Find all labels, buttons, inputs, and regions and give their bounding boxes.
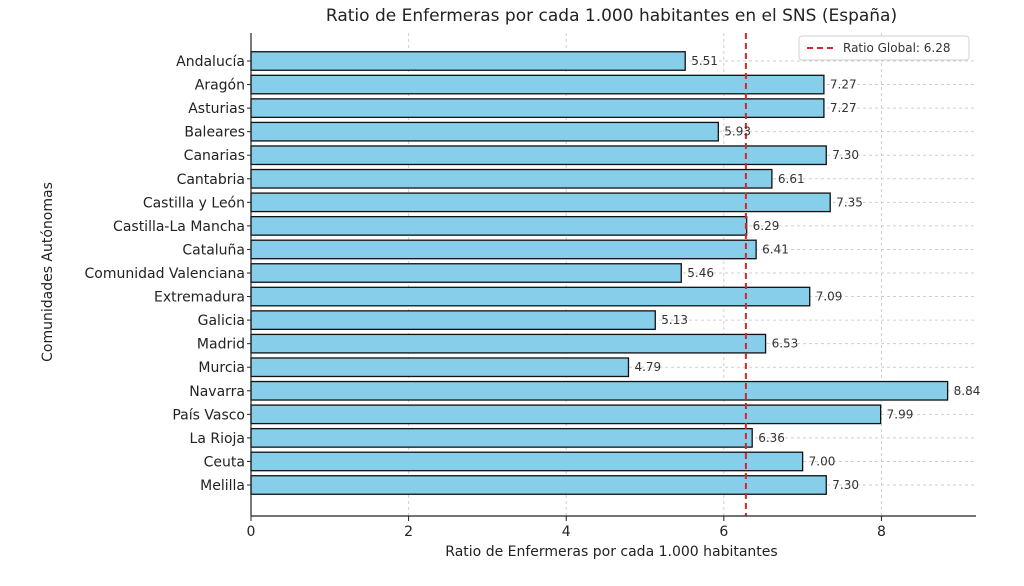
y-tick-label: Andalucía bbox=[176, 54, 245, 70]
y-tick-label: Baleares bbox=[184, 125, 245, 141]
data-label: 5.51 bbox=[691, 54, 718, 68]
data-label: 8.84 bbox=[954, 384, 981, 398]
y-tick-label: La Rioja bbox=[190, 431, 245, 447]
data-label: 7.09 bbox=[816, 290, 843, 304]
legend-box bbox=[798, 35, 970, 61]
bar bbox=[250, 451, 804, 472]
data-label: 5.46 bbox=[687, 266, 714, 280]
bar bbox=[250, 98, 825, 119]
bar bbox=[250, 51, 686, 71]
labels: 5.51 Andalucía 7.27 Aragón 7.27 Asturias 5.93 B… bbox=[40, 6, 980, 560]
data-label: 7.00 bbox=[809, 454, 836, 468]
data-label: 7.27 bbox=[830, 78, 857, 92]
data-label: 7.27 bbox=[830, 101, 857, 115]
bar bbox=[250, 215, 748, 236]
y-tick-label: Aragón bbox=[195, 78, 245, 94]
legend-label: Ratio Global: 6.28 bbox=[843, 41, 950, 55]
bar bbox=[250, 239, 757, 260]
legend: Ratio Global: 6.28 bbox=[798, 35, 970, 61]
data-label: 7.30 bbox=[832, 148, 859, 162]
data-label: 6.53 bbox=[772, 337, 799, 351]
y-axis-label: Comunidades Autónomas bbox=[40, 182, 56, 362]
data-label: 4.79 bbox=[634, 360, 661, 374]
y-tick-label: Madrid bbox=[197, 337, 245, 353]
data-label: 7.30 bbox=[832, 478, 859, 492]
bar bbox=[250, 263, 682, 283]
y-tick-label: Castilla-La Mancha bbox=[113, 219, 245, 235]
bar bbox=[250, 427, 753, 448]
bar bbox=[250, 380, 949, 401]
x-tick-label: 8 bbox=[877, 524, 886, 540]
bars bbox=[250, 51, 949, 495]
bar bbox=[250, 357, 630, 378]
bar bbox=[250, 74, 825, 95]
x-tick-label: 0 bbox=[247, 524, 256, 540]
bar bbox=[250, 192, 831, 213]
bar bbox=[250, 475, 827, 495]
y-tick-label: Comunidad Valenciana bbox=[85, 266, 245, 282]
bar bbox=[250, 310, 656, 331]
x-tick-label: 6 bbox=[719, 524, 728, 540]
y-tick-label: Galicia bbox=[198, 313, 245, 329]
y-tick-label: Melilla bbox=[200, 478, 245, 494]
data-label: 6.61 bbox=[778, 172, 805, 186]
data-label: 5.13 bbox=[661, 313, 688, 327]
y-tick-label: Navarra bbox=[189, 384, 245, 400]
y-tick-label: Murcia bbox=[198, 360, 245, 376]
bar bbox=[250, 404, 882, 425]
data-label: 6.29 bbox=[753, 219, 780, 233]
y-tick-label: Castilla y León bbox=[143, 195, 245, 211]
bar bbox=[250, 168, 773, 189]
x-tick-label: 2 bbox=[404, 524, 413, 540]
chart-title: Ratio de Enfermeras por cada 1.000 habit… bbox=[326, 6, 897, 26]
bar bbox=[250, 145, 827, 166]
data-label: 7.35 bbox=[836, 195, 863, 209]
axes bbox=[247, 33, 976, 521]
bar bbox=[250, 121, 719, 142]
y-tick-label: Canarias bbox=[184, 148, 245, 164]
y-tick-label: País Vasco bbox=[172, 407, 245, 423]
x-tick-label: 4 bbox=[562, 524, 571, 540]
y-tick-label: Cantabria bbox=[177, 172, 245, 188]
data-label: 5.93 bbox=[724, 125, 751, 139]
y-tick-label: Ceuta bbox=[204, 454, 245, 470]
data-label: 7.99 bbox=[887, 407, 914, 421]
bar bbox=[250, 333, 767, 354]
y-tick-label: Extremadura bbox=[154, 290, 245, 306]
y-tick-label: Cataluña bbox=[182, 242, 245, 258]
data-label: 6.41 bbox=[762, 242, 789, 256]
data-label: 6.36 bbox=[758, 431, 785, 445]
y-tick-label: Asturias bbox=[188, 101, 245, 117]
bar bbox=[250, 286, 811, 307]
x-axis-label: Ratio de Enfermeras por cada 1.000 habit… bbox=[445, 544, 777, 560]
